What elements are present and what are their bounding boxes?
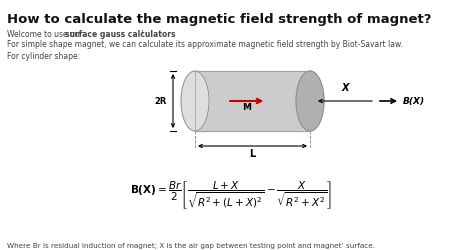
Text: 2R: 2R [155, 97, 167, 106]
Text: How to calculate the magnetic field strength of magnet?: How to calculate the magnetic field stre… [7, 13, 431, 26]
Bar [195, 72, 310, 132]
Text: L: L [249, 148, 255, 158]
Text: Welcome to use our: Welcome to use our [7, 30, 85, 39]
Text: B(X): B(X) [403, 97, 425, 106]
Text: X: X [341, 83, 349, 93]
Text: For cylinder shape:: For cylinder shape: [7, 52, 80, 61]
Ellipse shape [181, 72, 209, 132]
Text: For simple shape magnet, we can calculate its approximate magnetic field strengt: For simple shape magnet, we can calculat… [7, 40, 403, 49]
Text: $\mathbf{B(X)} = \dfrac{Br}{2}\left[\dfrac{L+X}{\sqrt{R^2+(L+X)^2}} - \dfrac{X}{: $\mathbf{B(X)} = \dfrac{Br}{2}\left[\dfr… [130, 178, 332, 210]
Ellipse shape [296, 72, 324, 132]
Text: !: ! [141, 30, 144, 39]
Text: Where Br is residual induction of magnet; X is the air gap between testing point: Where Br is residual induction of magnet… [7, 242, 375, 248]
Text: surface gauss calculators: surface gauss calculators [65, 30, 175, 39]
Text: M: M [242, 103, 251, 112]
